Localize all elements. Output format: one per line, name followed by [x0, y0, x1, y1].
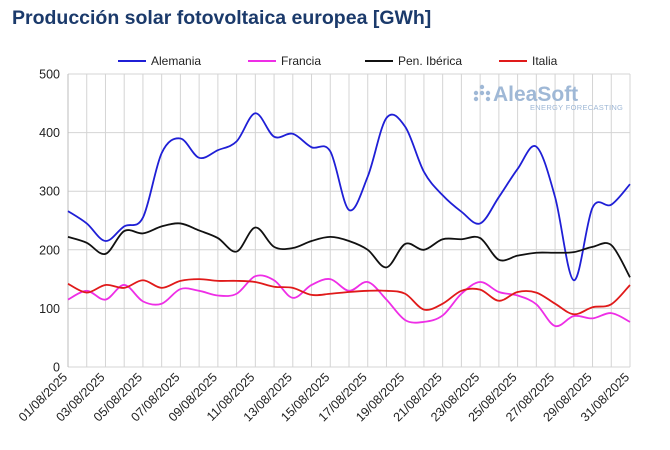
watermark-brand: AleaSoft	[493, 83, 578, 106]
y-tick-label: 200	[39, 243, 60, 257]
series-line-italia	[67, 278, 631, 316]
series-line-francia	[67, 274, 631, 328]
series-line-pen-ib-rica	[67, 222, 631, 278]
y-tick-label: 500	[39, 68, 60, 82]
legend: Alemania Francia Pen. Ibérica Italia	[118, 54, 558, 68]
watermark-tagline: ENERGY FORECASTING	[530, 103, 623, 112]
aleasoft-logo-icon	[473, 84, 491, 102]
y-tick-label: 100	[39, 302, 60, 316]
series-line-alemania	[67, 112, 631, 282]
y-tick-label: 300	[39, 185, 60, 199]
legend-label: Francia	[281, 54, 321, 68]
legend-label: Pen. Ibérica	[398, 54, 462, 68]
chart-title: Producción solar fotovoltaica europea [G…	[12, 7, 432, 29]
gridlines	[67, 73, 631, 368]
aleasoft-watermark: AleaSoft ENERGY FORECASTING	[473, 83, 623, 112]
legend-label: Italia	[532, 54, 558, 68]
legend-label: Alemania	[151, 54, 201, 68]
series-lines	[67, 112, 631, 328]
y-tick-label: 400	[39, 126, 60, 140]
y-tick-label: 0	[53, 361, 60, 375]
x-axis-ticks: 01/08/202503/08/202505/08/202507/08/2025…	[16, 370, 632, 424]
y-axis-ticks: 0 100 200 300 400 500	[39, 68, 60, 375]
